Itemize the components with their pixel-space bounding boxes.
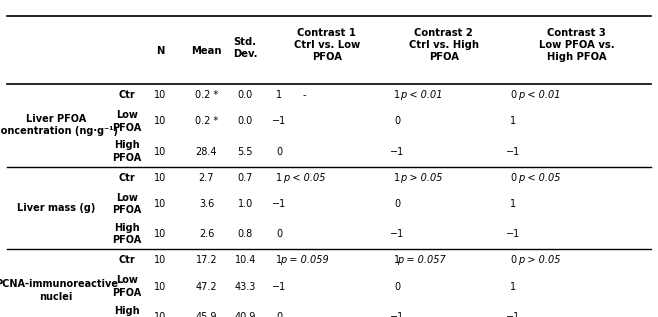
Text: −1: −1 [506, 146, 520, 157]
Text: -: - [303, 90, 306, 100]
Text: Low
PFOA: Low PFOA [113, 110, 141, 133]
Text: −1: −1 [506, 229, 520, 239]
Text: 10: 10 [154, 116, 166, 126]
Text: 0: 0 [511, 90, 517, 100]
Text: Liver PFOA
concentration (ng·g⁻¹): Liver PFOA concentration (ng·g⁻¹) [0, 114, 118, 136]
Text: p = 0.057: p = 0.057 [397, 256, 445, 265]
Text: Contrast 1
Ctrl vs. Low
PFOA: Contrast 1 Ctrl vs. Low PFOA [293, 28, 360, 62]
Text: 1.0: 1.0 [238, 199, 253, 209]
Text: p < 0.05: p < 0.05 [283, 173, 326, 183]
Text: 10: 10 [154, 146, 166, 157]
Text: p > 0.05: p > 0.05 [400, 173, 442, 183]
Text: 0: 0 [394, 199, 401, 209]
Text: p < 0.01: p < 0.01 [518, 90, 561, 100]
Text: 0.2 *: 0.2 * [195, 90, 218, 100]
Text: 10: 10 [154, 173, 166, 183]
Text: 10.4: 10.4 [234, 256, 256, 265]
Text: Low
PFOA: Low PFOA [113, 275, 141, 298]
Text: −1: −1 [272, 116, 286, 126]
Text: −1: −1 [390, 312, 405, 317]
Text: 0: 0 [276, 146, 282, 157]
Text: Ctr: Ctr [119, 256, 136, 265]
Text: 10: 10 [154, 199, 166, 209]
Text: −1: −1 [272, 199, 286, 209]
Text: 0.0: 0.0 [238, 116, 253, 126]
Text: Std.
Dev.: Std. Dev. [233, 37, 257, 59]
Text: High
PFOA: High PFOA [113, 140, 141, 163]
Text: 1: 1 [276, 256, 282, 265]
Text: 1: 1 [394, 173, 401, 183]
Text: 1: 1 [511, 199, 517, 209]
Text: 1: 1 [511, 281, 517, 292]
Text: 0.8: 0.8 [238, 229, 253, 239]
Text: −1: −1 [506, 312, 520, 317]
Text: p < 0.05: p < 0.05 [518, 173, 561, 183]
Text: −1: −1 [390, 229, 405, 239]
Text: 10: 10 [154, 256, 166, 265]
Text: 1: 1 [394, 256, 401, 265]
Text: High
PFOA: High PFOA [113, 223, 141, 245]
Text: −1: −1 [390, 146, 405, 157]
Text: PCNA-immunoreactive
nuclei: PCNA-immunoreactive nuclei [0, 279, 118, 302]
Text: 10: 10 [154, 90, 166, 100]
Text: 28.4: 28.4 [195, 146, 217, 157]
Text: p > 0.05: p > 0.05 [518, 256, 561, 265]
Text: N: N [156, 46, 164, 56]
Text: 0: 0 [394, 116, 401, 126]
Text: 0: 0 [511, 256, 517, 265]
Text: Mean: Mean [191, 46, 222, 56]
Text: 47.2: 47.2 [195, 281, 217, 292]
Text: p = 0.059: p = 0.059 [280, 256, 329, 265]
Text: 45.9: 45.9 [195, 312, 217, 317]
Text: 0.2 *: 0.2 * [195, 116, 218, 126]
Text: Low
PFOA: Low PFOA [113, 193, 141, 215]
Text: 0.7: 0.7 [238, 173, 253, 183]
Text: 10: 10 [154, 229, 166, 239]
Text: 2.6: 2.6 [199, 229, 214, 239]
Text: 10: 10 [154, 312, 166, 317]
Text: 10: 10 [154, 281, 166, 292]
Text: 17.2: 17.2 [195, 256, 217, 265]
Text: 43.3: 43.3 [234, 281, 256, 292]
Text: 40.9: 40.9 [234, 312, 256, 317]
Text: 1: 1 [276, 173, 282, 183]
Text: 1: 1 [511, 116, 517, 126]
Text: 1: 1 [276, 90, 282, 100]
Text: Ctr: Ctr [119, 173, 136, 183]
Text: High
PFOA: High PFOA [113, 306, 141, 317]
Text: 1: 1 [394, 90, 401, 100]
Text: 0.0: 0.0 [238, 90, 253, 100]
Text: Contrast 3
Low PFOA vs.
High PFOA: Contrast 3 Low PFOA vs. High PFOA [539, 28, 615, 62]
Text: p < 0.01: p < 0.01 [400, 90, 442, 100]
Text: 0: 0 [276, 312, 282, 317]
Text: 0: 0 [276, 229, 282, 239]
Text: Ctr: Ctr [119, 90, 136, 100]
Text: Contrast 2
Ctrl vs. High
PFOA: Contrast 2 Ctrl vs. High PFOA [409, 28, 479, 62]
Text: 0: 0 [394, 281, 401, 292]
Text: 2.7: 2.7 [199, 173, 215, 183]
Text: Liver mass (g): Liver mass (g) [17, 203, 95, 213]
Text: 0: 0 [511, 173, 517, 183]
Text: 3.6: 3.6 [199, 199, 214, 209]
Text: −1: −1 [272, 281, 286, 292]
Text: 5.5: 5.5 [238, 146, 253, 157]
